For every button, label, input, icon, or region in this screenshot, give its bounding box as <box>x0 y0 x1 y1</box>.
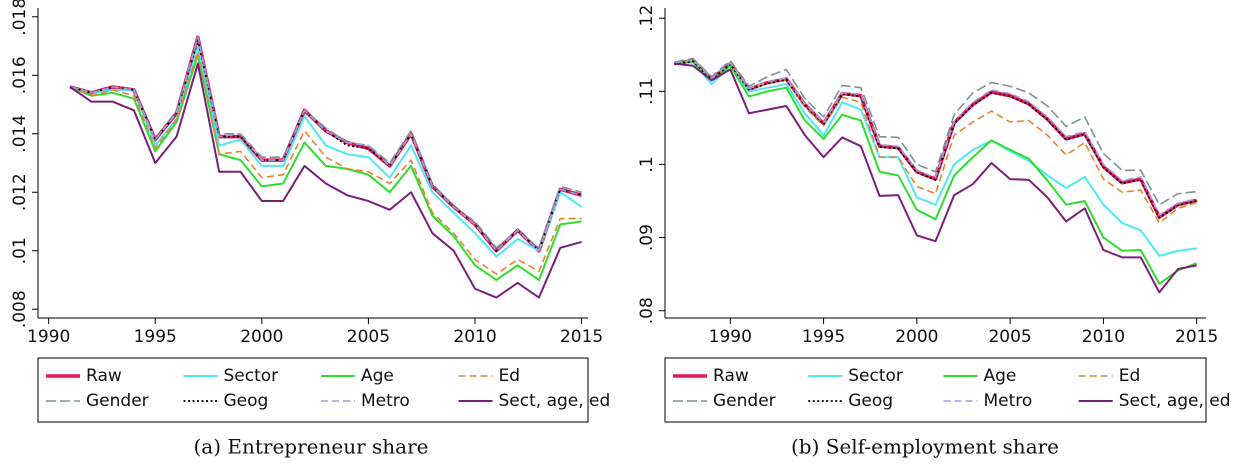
legend-label: Geog <box>224 391 269 411</box>
legend-label: Raw <box>86 366 122 386</box>
x-tick-label: 2010 <box>453 327 496 347</box>
x-tick-label: 1990 <box>27 327 70 347</box>
legend-label: Age <box>984 366 1017 386</box>
legend-label: Sect, age, ed <box>499 391 611 411</box>
series-line <box>69 36 582 249</box>
legend-label: Ed <box>1119 366 1141 386</box>
y-tick-label: .008 <box>10 290 30 328</box>
series-line <box>674 62 1197 294</box>
series-line <box>674 59 1197 216</box>
series-line <box>674 61 1197 257</box>
caption: (b) Self-employment share <box>791 435 1059 459</box>
y-tick-label: .1 <box>637 156 657 172</box>
x-tick-label: 2005 <box>988 327 1031 347</box>
y-tick-label: .08 <box>637 297 657 324</box>
series-line <box>69 45 583 258</box>
legend-label: Geog <box>848 391 893 411</box>
y-tick-label: .12 <box>637 5 657 32</box>
series-line <box>69 39 582 252</box>
legend-label: Age <box>361 366 394 386</box>
x-tick-label: 2005 <box>347 327 390 347</box>
legend-label: Metro <box>361 391 410 411</box>
legend-label: Gender <box>86 391 149 411</box>
x-tick-label: 1995 <box>802 327 845 347</box>
series-line <box>674 61 1198 285</box>
legend-label: Ed <box>499 366 521 386</box>
x-tick-label: 2010 <box>1082 327 1125 347</box>
y-tick-label: .11 <box>637 78 657 105</box>
series-line <box>69 62 582 299</box>
y-tick-label: .01 <box>10 237 30 264</box>
x-tick-label: 2015 <box>560 327 603 347</box>
series-line <box>69 51 582 275</box>
legend-label: Sector <box>848 366 903 386</box>
y-tick-label: .014 <box>10 115 30 153</box>
series-line <box>69 53 582 281</box>
series-line <box>674 57 1197 206</box>
legend-label: Raw <box>713 366 749 386</box>
y-tick-label: .09 <box>637 224 657 251</box>
legend-label: Metro <box>984 391 1033 411</box>
x-tick-label: 2000 <box>895 327 938 347</box>
caption: (a) Entrepreneur share <box>194 435 429 459</box>
legend-label: Gender <box>713 391 776 411</box>
y-tick-label: .012 <box>10 173 30 211</box>
series-line <box>674 60 1197 219</box>
y-tick-label: .016 <box>10 56 30 94</box>
y-tick-label: .018 <box>10 0 30 36</box>
legend-box <box>37 357 589 423</box>
legend-label: Sect, age, ed <box>1119 391 1231 411</box>
x-tick-label: 1995 <box>134 327 177 347</box>
x-tick-label: 2000 <box>240 327 283 347</box>
legend-label: Sector <box>224 366 279 386</box>
x-tick-label: 2015 <box>1175 327 1218 347</box>
legend-box <box>664 357 1207 423</box>
x-tick-label: 1990 <box>709 327 752 347</box>
